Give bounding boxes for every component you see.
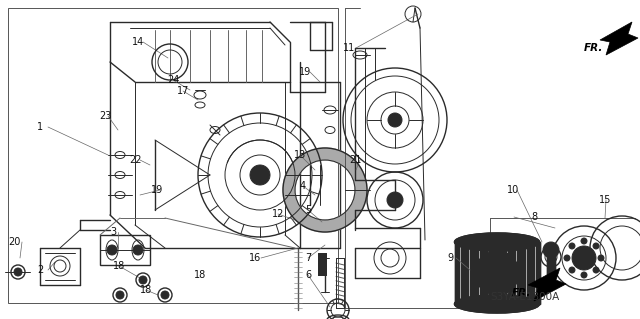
Text: 24: 24 [167, 75, 179, 85]
Circle shape [598, 255, 604, 261]
Bar [318, 253, 326, 275]
Bar [8, 8, 338, 303]
Text: 14: 14 [132, 37, 144, 47]
Circle shape [475, 251, 519, 295]
Circle shape [564, 255, 570, 261]
Text: 16: 16 [249, 253, 261, 263]
Text: 18: 18 [140, 285, 152, 295]
Text: 20: 20 [8, 237, 20, 247]
Text: 9: 9 [447, 253, 453, 263]
Text: 18: 18 [113, 261, 125, 271]
Circle shape [139, 276, 147, 284]
Circle shape [593, 243, 599, 249]
Text: 5: 5 [305, 205, 311, 215]
Text: S3YA-E1300A: S3YA-E1300A [490, 292, 559, 302]
Ellipse shape [454, 295, 540, 313]
Text: 18: 18 [194, 270, 206, 280]
Text: 21: 21 [349, 155, 361, 165]
Text: 17: 17 [177, 86, 189, 96]
Text: 7: 7 [305, 253, 311, 263]
Bar [547, 252, 555, 276]
Text: 15: 15 [599, 195, 611, 205]
Circle shape [543, 242, 559, 258]
Circle shape [581, 238, 587, 244]
Text: 23: 23 [99, 111, 111, 121]
Text: 19: 19 [151, 185, 163, 195]
Circle shape [161, 291, 169, 299]
Text: 2: 2 [37, 265, 43, 275]
Text: FR.: FR. [511, 288, 531, 298]
Circle shape [569, 243, 575, 249]
Polygon shape [600, 22, 638, 55]
Bar [455, 242, 540, 304]
Bar [318, 253, 326, 275]
Circle shape [581, 272, 587, 278]
Text: 8: 8 [531, 212, 537, 222]
Text: 6: 6 [305, 270, 311, 280]
Circle shape [388, 113, 402, 127]
Circle shape [14, 268, 22, 276]
Text: 22: 22 [129, 155, 141, 165]
Text: 13: 13 [294, 150, 306, 160]
Circle shape [107, 245, 117, 255]
Text: 10: 10 [507, 185, 519, 195]
Circle shape [387, 192, 403, 208]
Text: 11: 11 [343, 43, 355, 53]
Text: 19: 19 [299, 67, 311, 77]
Ellipse shape [454, 233, 540, 251]
Bar [100, 235, 150, 265]
Polygon shape [528, 268, 566, 301]
Text: 12: 12 [272, 209, 284, 219]
Circle shape [569, 267, 575, 273]
Circle shape [133, 245, 143, 255]
Text: 3: 3 [110, 227, 116, 237]
Text: FR.: FR. [583, 43, 603, 53]
Circle shape [116, 291, 124, 299]
Bar [547, 252, 555, 276]
Text: 1: 1 [37, 122, 43, 132]
Bar [455, 242, 540, 304]
Wedge shape [283, 148, 367, 232]
Circle shape [593, 267, 599, 273]
Text: 4: 4 [300, 181, 306, 191]
Circle shape [250, 165, 270, 185]
Circle shape [572, 246, 596, 270]
